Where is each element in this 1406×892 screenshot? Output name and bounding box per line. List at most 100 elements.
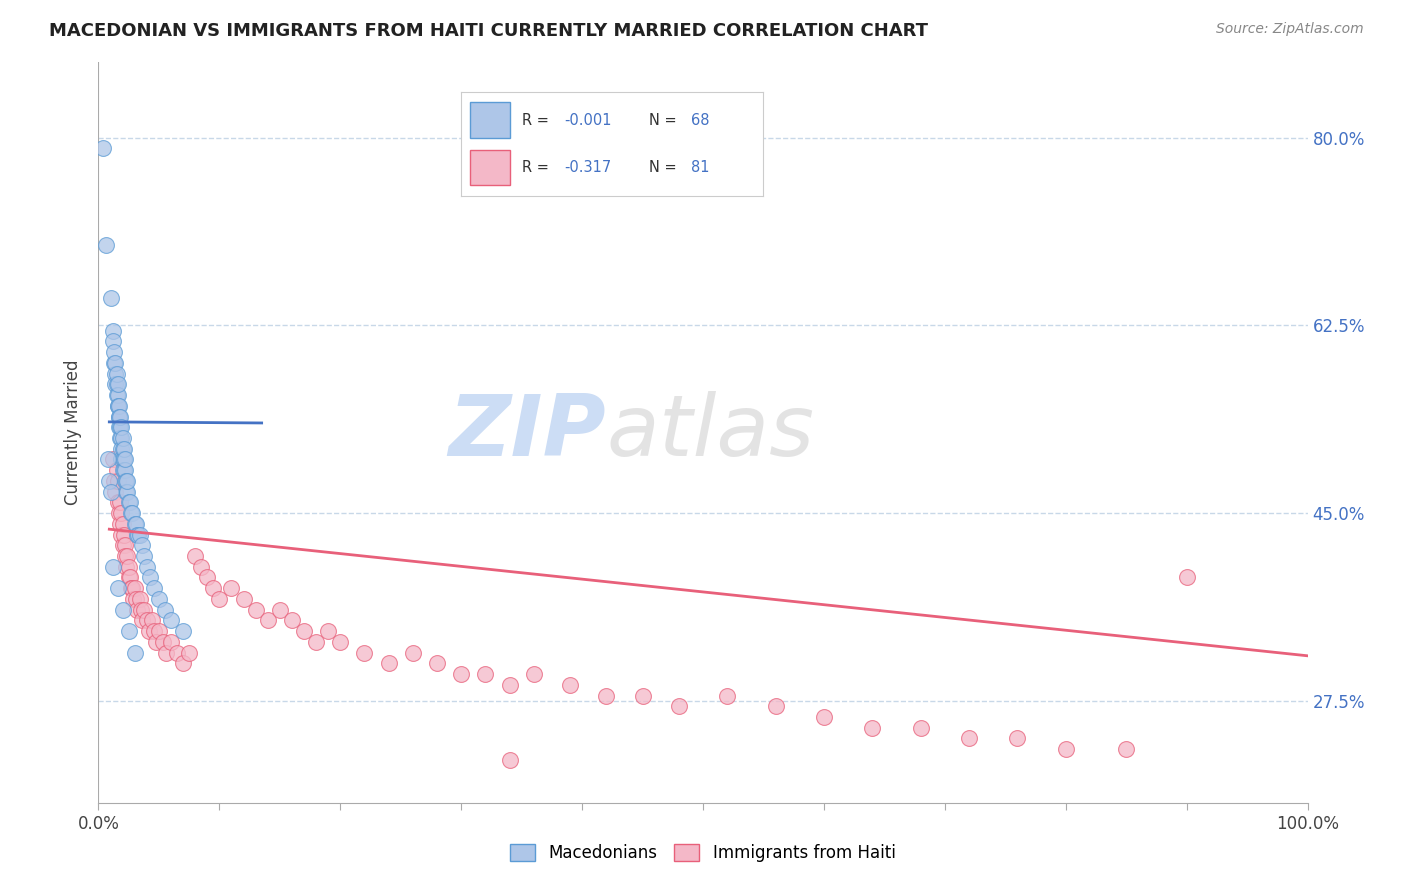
Point xyxy=(108,506,131,520)
Point xyxy=(115,484,138,499)
Point xyxy=(124,581,146,595)
Point xyxy=(153,602,176,616)
Point xyxy=(117,549,139,563)
Point xyxy=(184,549,207,563)
Point xyxy=(135,559,157,574)
Point xyxy=(117,484,139,499)
Point xyxy=(155,646,177,660)
Point xyxy=(329,635,352,649)
Point xyxy=(1007,731,1029,746)
Point xyxy=(110,442,132,456)
Point xyxy=(110,420,132,434)
Point xyxy=(190,559,212,574)
Point xyxy=(134,602,156,616)
Point xyxy=(305,635,328,649)
Point xyxy=(668,699,690,714)
Point xyxy=(108,495,131,509)
Point xyxy=(101,334,124,349)
Point xyxy=(110,506,132,520)
Point xyxy=(108,409,131,424)
Point xyxy=(353,646,375,660)
Point xyxy=(91,141,114,155)
Point xyxy=(131,538,153,552)
Point xyxy=(118,495,141,509)
Point xyxy=(595,689,617,703)
Point xyxy=(111,538,134,552)
Point xyxy=(813,710,835,724)
Point xyxy=(98,474,121,488)
Point xyxy=(195,570,218,584)
Point xyxy=(107,388,129,402)
Point xyxy=(135,614,157,628)
Point xyxy=(129,602,152,616)
Point xyxy=(716,689,738,703)
Point xyxy=(112,442,135,456)
Point xyxy=(108,420,131,434)
Point xyxy=(202,581,225,595)
Point xyxy=(631,689,654,703)
Point xyxy=(105,388,128,402)
Point xyxy=(112,452,135,467)
Point xyxy=(138,624,160,639)
Point xyxy=(148,591,170,606)
Point xyxy=(1175,570,1198,584)
Point xyxy=(120,581,142,595)
Point xyxy=(107,399,129,413)
Point xyxy=(101,559,124,574)
Point xyxy=(450,667,472,681)
Point xyxy=(139,570,162,584)
Point xyxy=(114,452,136,467)
Point xyxy=(172,624,194,639)
Point xyxy=(114,474,136,488)
Point xyxy=(103,474,125,488)
Point xyxy=(108,409,131,424)
Point xyxy=(120,506,142,520)
Point xyxy=(107,581,129,595)
Point xyxy=(765,699,787,714)
Point xyxy=(498,753,520,767)
Point xyxy=(114,538,136,552)
Point xyxy=(128,527,150,541)
Point xyxy=(127,527,149,541)
Point xyxy=(474,667,496,681)
Point xyxy=(115,474,138,488)
Point xyxy=(121,581,143,595)
Point xyxy=(127,527,149,541)
Point xyxy=(145,635,167,649)
Point xyxy=(221,581,243,595)
Point xyxy=(105,367,128,381)
Point xyxy=(172,657,194,671)
Point xyxy=(108,399,131,413)
Point xyxy=(104,356,127,370)
Point xyxy=(124,646,146,660)
Point xyxy=(256,614,278,628)
Point xyxy=(118,570,141,584)
Point xyxy=(110,527,132,541)
Point xyxy=(110,431,132,445)
Point xyxy=(166,646,188,660)
Point xyxy=(232,591,254,606)
Point xyxy=(121,506,143,520)
Point xyxy=(101,324,124,338)
Point xyxy=(103,345,125,359)
Point xyxy=(125,591,148,606)
Point xyxy=(245,602,267,616)
Point xyxy=(108,409,131,424)
Point xyxy=(111,516,134,531)
Point xyxy=(112,463,135,477)
Point xyxy=(105,463,128,477)
Point xyxy=(1054,742,1077,756)
Point xyxy=(114,463,136,477)
Point xyxy=(128,591,150,606)
Point xyxy=(143,624,166,639)
Text: atlas: atlas xyxy=(606,391,814,475)
Point xyxy=(111,452,134,467)
Point xyxy=(111,463,134,477)
Point xyxy=(100,292,122,306)
Point xyxy=(108,516,131,531)
Y-axis label: Currently Married: Currently Married xyxy=(65,359,83,506)
Point xyxy=(292,624,315,639)
Point xyxy=(152,635,174,649)
Point xyxy=(97,452,120,467)
Point xyxy=(103,356,125,370)
